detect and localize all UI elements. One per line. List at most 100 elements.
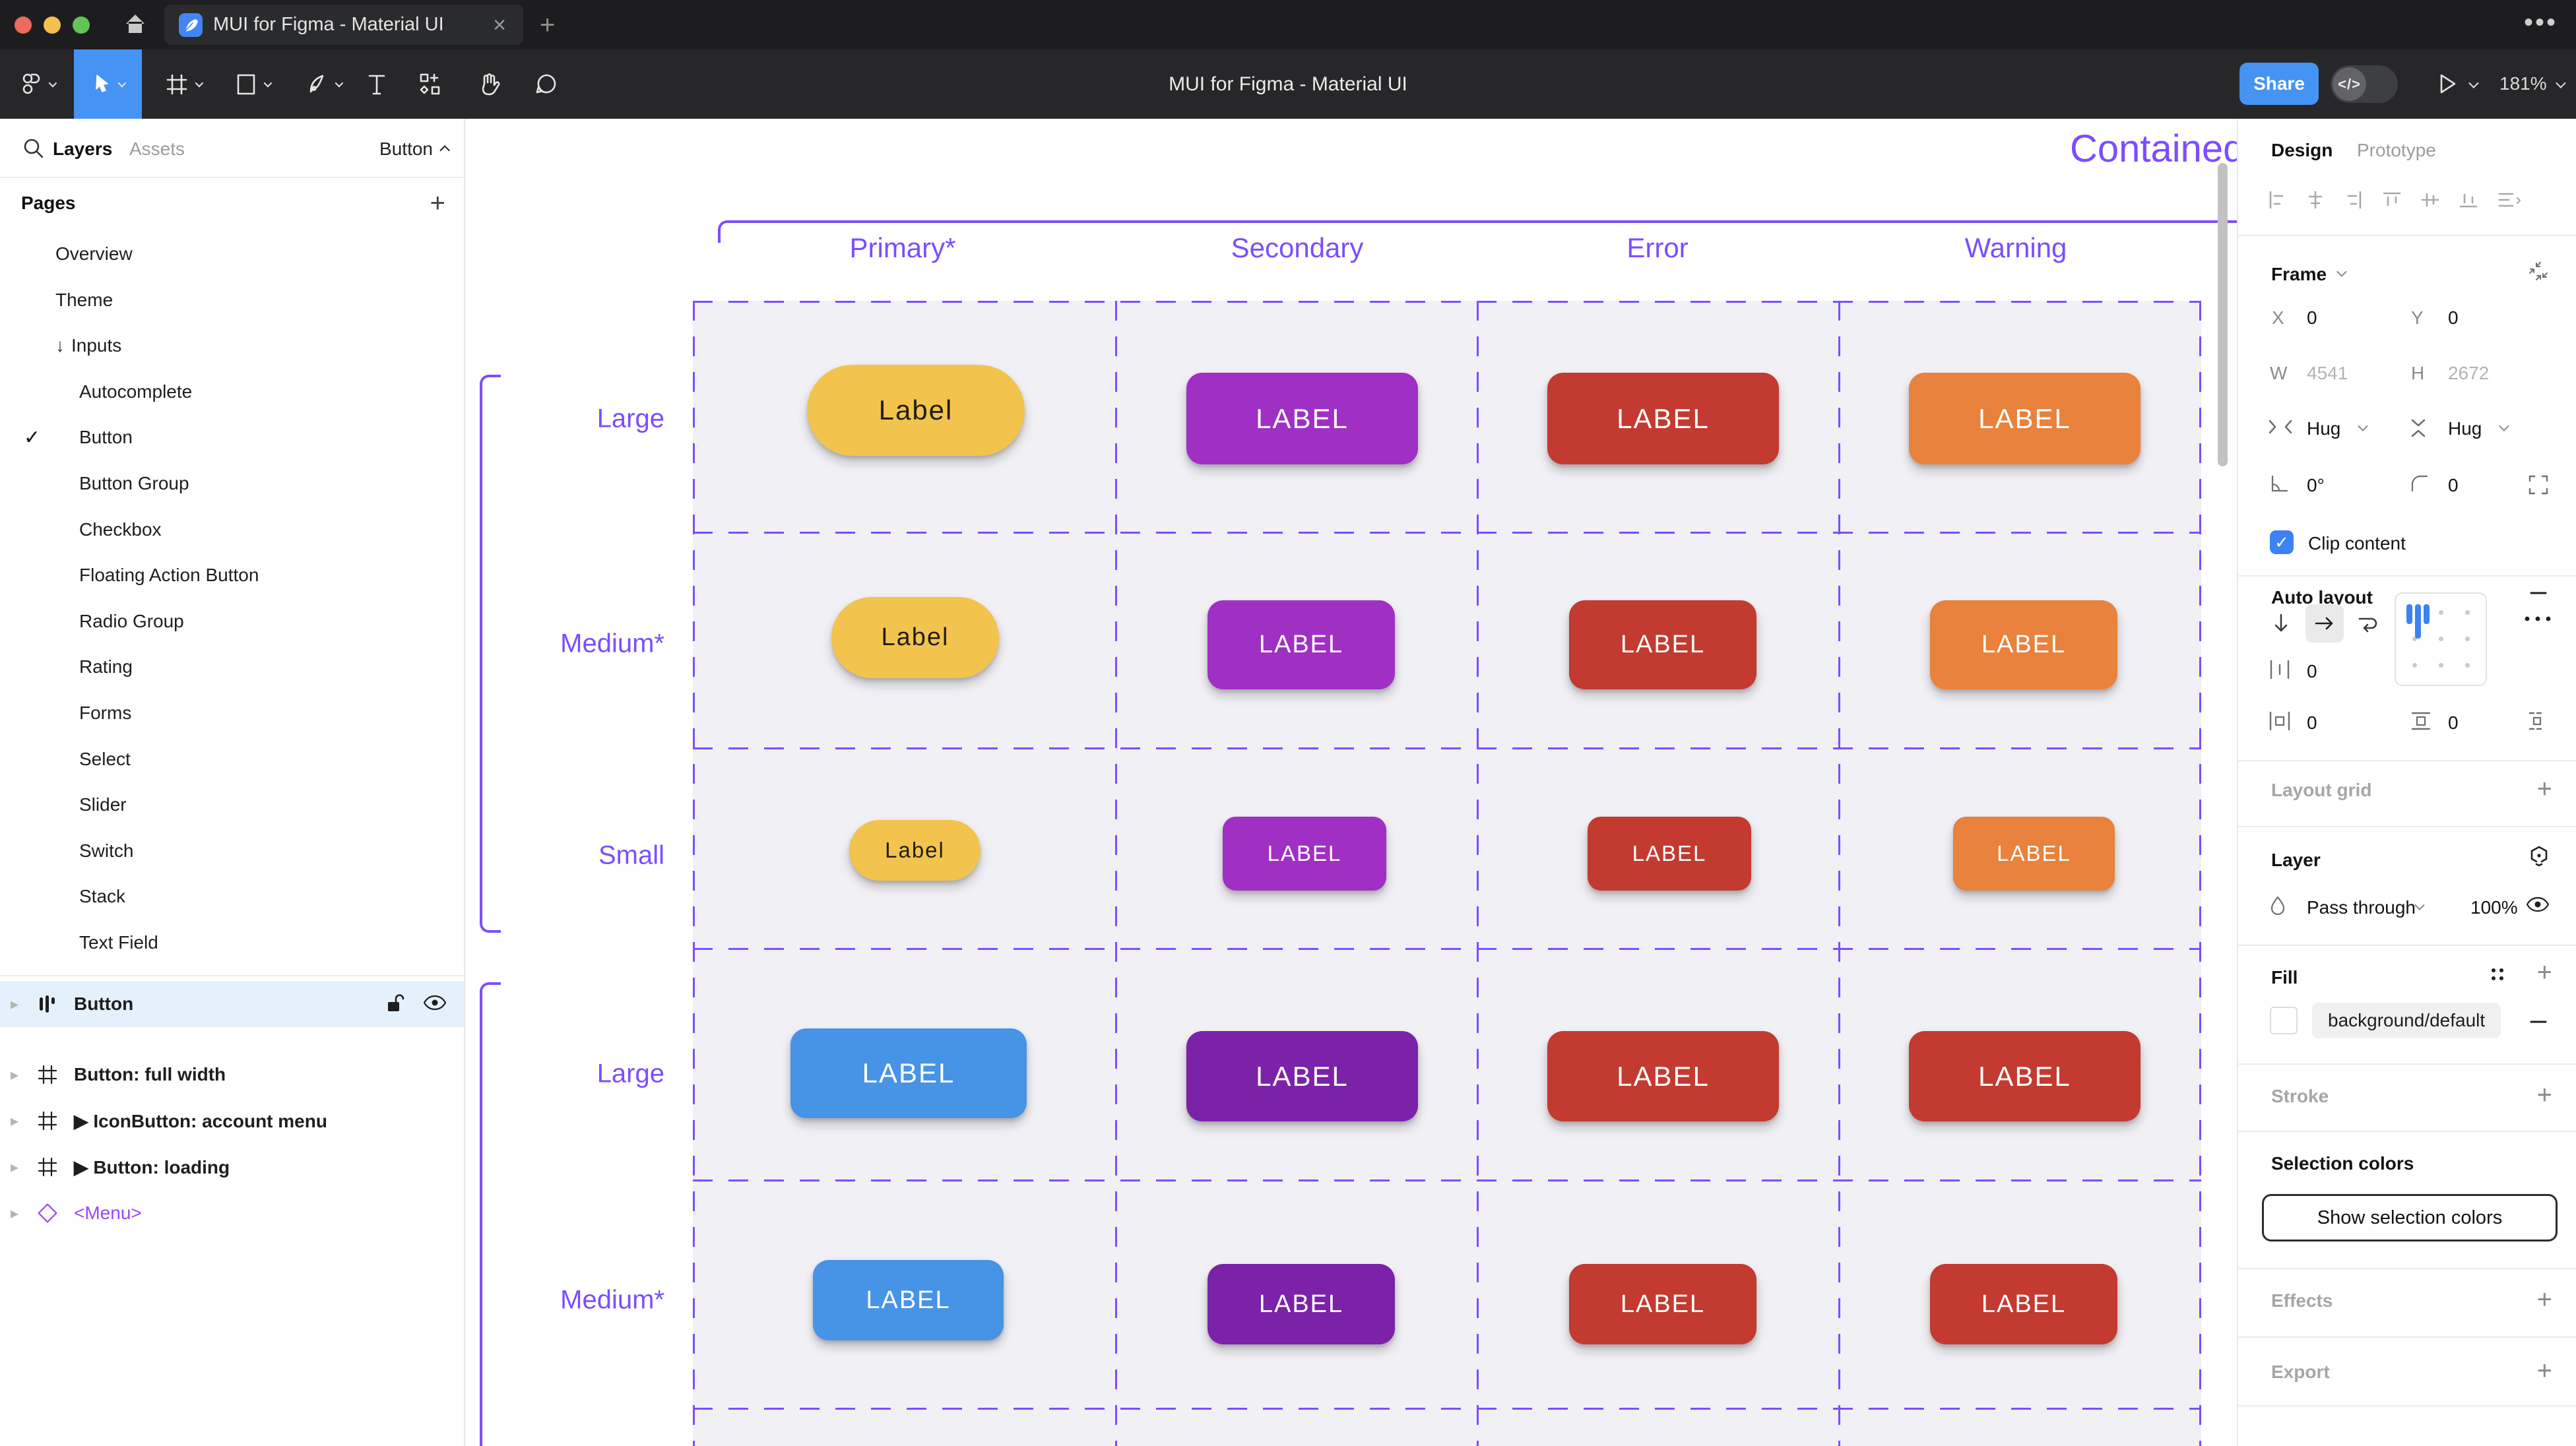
search-icon[interactable]	[21, 136, 46, 161]
unlock-icon[interactable]	[385, 993, 404, 1015]
tab-design[interactable]: Design	[2271, 140, 2333, 160]
button-variant-large-warning[interactable]: LABEL	[1909, 1031, 2141, 1121]
home-icon[interactable]	[121, 9, 152, 41]
button-variant-small-primary[interactable]: Label	[849, 820, 981, 881]
layer-visibility-eye-icon[interactable]	[2525, 895, 2551, 914]
layer-styles-icon[interactable]	[2527, 844, 2551, 868]
canvas-scrollbar[interactable]	[2218, 163, 2228, 466]
alignment-dot[interactable]	[2412, 637, 2417, 641]
present-button[interactable]	[2437, 67, 2479, 101]
button-variant-medium-error[interactable]: LABEL	[1569, 1264, 1756, 1344]
show-selection-colors-button[interactable]: Show selection colors	[2262, 1194, 2558, 1242]
expand-caret-icon[interactable]: ▸	[11, 1204, 19, 1222]
expand-caret-icon[interactable]: ▸	[11, 995, 19, 1013]
move-tool[interactable]	[74, 49, 142, 119]
opacity-value[interactable]: 100%	[2470, 897, 2518, 918]
w-value[interactable]: 4541	[2307, 363, 2348, 383]
button-variant-small-warning[interactable]: LABEL	[1953, 817, 2115, 891]
expand-caret-icon[interactable]: ▸	[11, 1158, 19, 1176]
button-variant-large-primary[interactable]: Label	[807, 365, 1025, 456]
al-right-icon[interactable]	[2344, 190, 2364, 210]
padding-vertical-value[interactable]: 0	[2448, 712, 2459, 733]
traffic-light-close[interactable]	[15, 16, 32, 34]
button-variant-large-error[interactable]: LABEL	[1547, 373, 1779, 464]
page-item-inputs[interactable]: ↓ Inputs	[0, 323, 464, 369]
button-variant-small-error[interactable]: LABEL	[1588, 817, 1751, 891]
add-export-icon[interactable]: +	[2536, 1356, 2552, 1385]
frame-tool[interactable]	[148, 49, 217, 119]
blend-mode-value[interactable]: Pass through	[2307, 897, 2416, 918]
button-variant-large-warning[interactable]: LABEL	[1909, 373, 2141, 464]
expand-caret-icon[interactable]: ▸	[11, 1065, 19, 1084]
fill-color-swatch[interactable]	[2270, 1007, 2298, 1034]
alignment-dot[interactable]	[2439, 637, 2443, 641]
corner-radius-value[interactable]: 0	[2448, 475, 2459, 495]
al-left-icon[interactable]	[2267, 190, 2287, 210]
h-value[interactable]: 2672	[2448, 363, 2490, 383]
x-value[interactable]: 0	[2307, 307, 2317, 328]
button-variant-medium-error[interactable]: LABEL	[1569, 600, 1756, 689]
auto-layout-more-icon[interactable]	[2523, 615, 2552, 623]
tab-close-icon[interactable]: ×	[493, 12, 506, 38]
add-stroke-icon[interactable]: +	[2536, 1081, 2552, 1110]
eye-icon[interactable]	[422, 993, 448, 1015]
hand-tool[interactable]	[466, 49, 513, 119]
page-item-text-field[interactable]: Text Field	[0, 920, 464, 966]
layer-row-button[interactable]: ▸ Button	[0, 981, 464, 1027]
button-variant-large-primary[interactable]: LABEL	[790, 1028, 1027, 1118]
layer-row-button-full-width[interactable]: ▸ Button: full width	[0, 1052, 464, 1098]
auto-layout-horizontal-icon[interactable]	[2305, 604, 2344, 643]
resources-tool[interactable]	[406, 49, 454, 119]
button-variant-medium-secondary[interactable]: LABEL	[1208, 600, 1395, 689]
padding-horizontal-value[interactable]: 0	[2307, 712, 2317, 733]
independent-padding-icon[interactable]	[2525, 710, 2550, 732]
rotation-value[interactable]: 0°	[2307, 475, 2325, 495]
button-variant-large-secondary[interactable]: LABEL	[1186, 1031, 1418, 1121]
fill-token-chip[interactable]: background/default	[2312, 1003, 2501, 1038]
button-variant-medium-primary[interactable]: LABEL	[813, 1260, 1004, 1340]
alignment-dot[interactable]	[2465, 610, 2470, 615]
y-value[interactable]: 0	[2448, 307, 2459, 328]
button-variant-small-secondary[interactable]: LABEL	[1223, 817, 1386, 891]
file-tab[interactable]: MUI for Figma - Material UI ×	[164, 5, 523, 45]
auto-layout-vertical-icon[interactable]	[2262, 604, 2300, 643]
frame-section-header[interactable]: Frame	[2271, 264, 2327, 284]
page-item-theme[interactable]: Theme	[0, 277, 464, 323]
page-item-checkbox[interactable]: Checkbox	[0, 507, 464, 553]
traffic-light-zoom[interactable]	[73, 16, 90, 34]
button-variant-medium-warning[interactable]: LABEL	[1930, 1264, 2117, 1344]
gap-value[interactable]: 0	[2307, 661, 2317, 681]
canvas[interactable]: Contained Primary* Secondary Error Warning …	[465, 119, 2237, 1446]
zoom-level-control[interactable]: 181%	[2499, 67, 2566, 101]
sizing-vertical[interactable]: Hug	[2448, 418, 2482, 439]
page-item-button-group[interactable]: Button Group	[0, 460, 464, 507]
button-variant-medium-primary[interactable]: Label	[831, 597, 999, 678]
auto-layout-wrap-icon[interactable]	[2349, 604, 2387, 643]
layer-row--iconbutton-account-menu[interactable]: ▸ ▶ IconButton: account menu	[0, 1098, 464, 1144]
button-variant-medium-warning[interactable]: LABEL	[1930, 600, 2117, 689]
main-menu[interactable]	[5, 49, 69, 119]
current-page-selector[interactable]: Button	[379, 139, 450, 160]
remove-auto-layout-icon[interactable]	[2527, 582, 2550, 604]
shape-tool[interactable]	[218, 49, 286, 119]
expand-caret-icon[interactable]: ▸	[11, 1112, 19, 1130]
al-dist-icon[interactable]	[2497, 190, 2522, 210]
alignment-dot[interactable]	[2439, 610, 2443, 615]
alignment-dot[interactable]	[2412, 663, 2417, 668]
add-page-button[interactable]: +	[430, 189, 445, 218]
layer-row--button-loading[interactable]: ▸ ▶ Button: loading	[0, 1144, 464, 1190]
comment-tool[interactable]	[523, 49, 570, 119]
page-item-floating-action-button[interactable]: Floating Action Button	[0, 552, 464, 598]
layer-row--menu-[interactable]: ▸ <Menu>	[0, 1190, 464, 1236]
tab-assets[interactable]: Assets	[129, 139, 185, 159]
button-variant-medium-secondary[interactable]: LABEL	[1208, 1264, 1395, 1344]
page-item-select[interactable]: Select	[0, 736, 464, 782]
remove-fill-icon[interactable]	[2527, 1011, 2550, 1033]
al-vcenter-icon[interactable]	[2420, 190, 2440, 210]
page-item-stack[interactable]: Stack	[0, 873, 464, 920]
page-item-button[interactable]: ✓ Button	[0, 414, 464, 460]
tab-layers[interactable]: Layers	[53, 139, 113, 159]
pen-tool[interactable]	[289, 49, 358, 119]
fill-variables-icon[interactable]	[2488, 964, 2507, 984]
alignment-dot[interactable]	[2439, 663, 2443, 668]
